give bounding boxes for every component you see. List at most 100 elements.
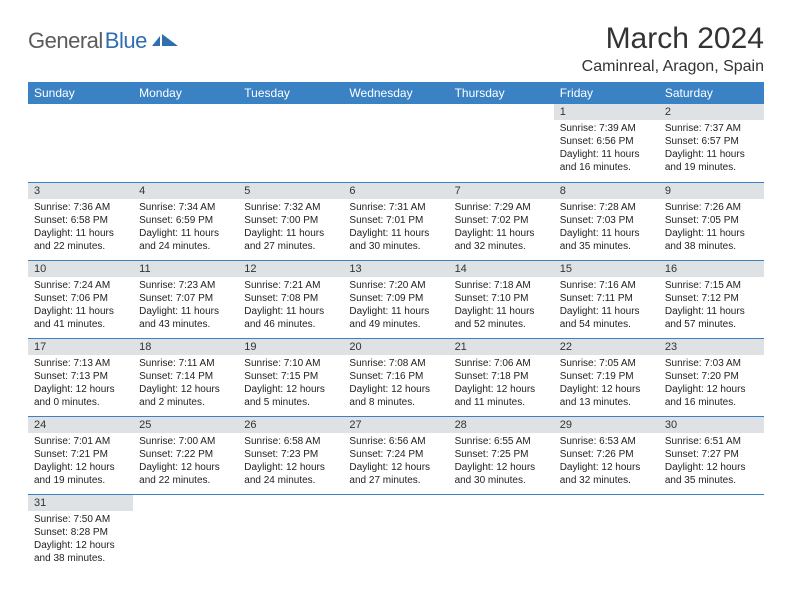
day-number: 11 (133, 261, 238, 277)
day-info: Sunrise: 7:26 AMSunset: 7:05 PMDaylight:… (659, 199, 764, 257)
day-info-line: Daylight: 11 hours (665, 227, 758, 240)
day-number: 8 (554, 183, 659, 199)
day-number: 9 (659, 183, 764, 199)
calendar-row: 10Sunrise: 7:24 AMSunset: 7:06 PMDayligh… (28, 260, 764, 338)
day-info: Sunrise: 6:53 AMSunset: 7:26 PMDaylight:… (554, 433, 659, 491)
day-info-line: and 38 minutes. (34, 552, 127, 565)
day-info: Sunrise: 7:13 AMSunset: 7:13 PMDaylight:… (28, 355, 133, 413)
day-info: Sunrise: 7:21 AMSunset: 7:08 PMDaylight:… (238, 277, 343, 335)
day-info-line: and 24 minutes. (244, 474, 337, 487)
day-info: Sunrise: 7:08 AMSunset: 7:16 PMDaylight:… (343, 355, 448, 413)
calendar-row: 31Sunrise: 7:50 AMSunset: 8:28 PMDayligh… (28, 494, 764, 572)
calendar-cell: 1Sunrise: 7:39 AMSunset: 6:56 PMDaylight… (554, 104, 659, 182)
day-info-line: Sunset: 6:56 PM (560, 135, 653, 148)
day-number: 4 (133, 183, 238, 199)
day-info-line: and 8 minutes. (349, 396, 442, 409)
day-info-line: Sunset: 7:06 PM (34, 292, 127, 305)
calendar-cell-empty (238, 494, 343, 572)
day-info: Sunrise: 7:34 AMSunset: 6:59 PMDaylight:… (133, 199, 238, 257)
day-info-line: and 13 minutes. (560, 396, 653, 409)
calendar-cell: 19Sunrise: 7:10 AMSunset: 7:15 PMDayligh… (238, 338, 343, 416)
calendar-cell-empty (343, 104, 448, 182)
logo-text-general: General (28, 28, 103, 54)
day-info-line: Sunrise: 7:23 AM (139, 279, 232, 292)
day-info-line: Daylight: 11 hours (139, 227, 232, 240)
day-info: Sunrise: 6:58 AMSunset: 7:23 PMDaylight:… (238, 433, 343, 491)
calendar-cell: 25Sunrise: 7:00 AMSunset: 7:22 PMDayligh… (133, 416, 238, 494)
logo-flag-icon (152, 32, 178, 50)
day-info-line: and 52 minutes. (455, 318, 548, 331)
day-info: Sunrise: 7:32 AMSunset: 7:00 PMDaylight:… (238, 199, 343, 257)
day-info-line: and 38 minutes. (665, 240, 758, 253)
day-info: Sunrise: 7:03 AMSunset: 7:20 PMDaylight:… (659, 355, 764, 413)
day-info: Sunrise: 7:11 AMSunset: 7:14 PMDaylight:… (133, 355, 238, 413)
day-info-line: Daylight: 12 hours (244, 383, 337, 396)
day-info: Sunrise: 7:01 AMSunset: 7:21 PMDaylight:… (28, 433, 133, 491)
day-info-line: and 22 minutes. (34, 240, 127, 253)
day-number: 19 (238, 339, 343, 355)
day-info-line: Sunset: 7:05 PM (665, 214, 758, 227)
day-info-line: Daylight: 11 hours (560, 305, 653, 318)
logo-text-blue: Blue (105, 28, 147, 54)
month-title: March 2024 (582, 22, 764, 56)
day-info-line: Daylight: 12 hours (349, 383, 442, 396)
day-info-line: and 27 minutes. (349, 474, 442, 487)
day-info-line: Daylight: 11 hours (34, 305, 127, 318)
calendar-cell-empty (449, 104, 554, 182)
weekday-header: Tuesday (238, 82, 343, 104)
day-info-line: and 30 minutes. (455, 474, 548, 487)
day-number: 6 (343, 183, 448, 199)
day-number: 21 (449, 339, 554, 355)
day-info-line: Sunset: 7:21 PM (34, 448, 127, 461)
day-info-line: and 2 minutes. (139, 396, 232, 409)
day-number: 18 (133, 339, 238, 355)
day-info: Sunrise: 7:28 AMSunset: 7:03 PMDaylight:… (554, 199, 659, 257)
day-info-line: Sunrise: 7:50 AM (34, 513, 127, 526)
day-info-line: and 41 minutes. (34, 318, 127, 331)
calendar-cell-empty (449, 494, 554, 572)
day-info-line: and 11 minutes. (455, 396, 548, 409)
day-number: 5 (238, 183, 343, 199)
day-info-line: Sunrise: 7:18 AM (455, 279, 548, 292)
day-info-line: Sunrise: 7:39 AM (560, 122, 653, 135)
day-number: 25 (133, 417, 238, 433)
day-info-line: and 24 minutes. (139, 240, 232, 253)
calendar-cell: 12Sunrise: 7:21 AMSunset: 7:08 PMDayligh… (238, 260, 343, 338)
weekday-header: Friday (554, 82, 659, 104)
day-number: 12 (238, 261, 343, 277)
day-info-line: Sunset: 7:23 PM (244, 448, 337, 461)
day-info-line: Sunrise: 7:16 AM (560, 279, 653, 292)
day-info-line: and 32 minutes. (455, 240, 548, 253)
calendar-body: 1 Sunrise: 7:39 AMSunset: 6:56 PM Daylight… (28, 104, 764, 572)
calendar-cell-empty (133, 494, 238, 572)
day-number: 17 (28, 339, 133, 355)
day-number: 1 (554, 104, 659, 120)
day-info-line: and 27 minutes. (244, 240, 337, 253)
day-info-line: Sunrise: 7:10 AM (244, 357, 337, 370)
day-info: Sunrise: 6:55 AMSunset: 7:25 PMDaylight:… (449, 433, 554, 491)
day-number: 23 (659, 339, 764, 355)
title-block: March 2024 Caminreal, Aragon, Spain (582, 22, 764, 76)
logo: General Blue (28, 28, 178, 54)
day-info: Sunrise: 7:31 AMSunset: 7:01 PMDaylight:… (343, 199, 448, 257)
day-info-line: Daylight: 11 hours (665, 148, 758, 161)
day-info: Sunrise: 7:23 AMSunset: 7:07 PMDaylight:… (133, 277, 238, 335)
day-info-line: Daylight: 12 hours (455, 383, 548, 396)
calendar-cell-empty (133, 104, 238, 182)
day-info-line: Sunset: 7:27 PM (665, 448, 758, 461)
calendar-cell-empty (554, 494, 659, 572)
day-number: 15 (554, 261, 659, 277)
day-info-line: Sunset: 6:58 PM (34, 214, 127, 227)
day-info-line: and 43 minutes. (139, 318, 232, 331)
day-number: 22 (554, 339, 659, 355)
day-info-line: Sunset: 7:24 PM (349, 448, 442, 461)
calendar-cell: 14Sunrise: 7:18 AMSunset: 7:10 PMDayligh… (449, 260, 554, 338)
calendar-cell: 18Sunrise: 7:11 AMSunset: 7:14 PMDayligh… (133, 338, 238, 416)
day-info-line: Sunrise: 7:11 AM (139, 357, 232, 370)
day-info-line: Sunset: 7:20 PM (665, 370, 758, 383)
day-info-line: Daylight: 11 hours (244, 227, 337, 240)
day-info-line: Sunrise: 7:21 AM (244, 279, 337, 292)
calendar-cell: 10Sunrise: 7:24 AMSunset: 7:06 PMDayligh… (28, 260, 133, 338)
day-info-line: Daylight: 11 hours (34, 227, 127, 240)
calendar-cell: 3Sunrise: 7:36 AMSunset: 6:58 PMDaylight… (28, 182, 133, 260)
